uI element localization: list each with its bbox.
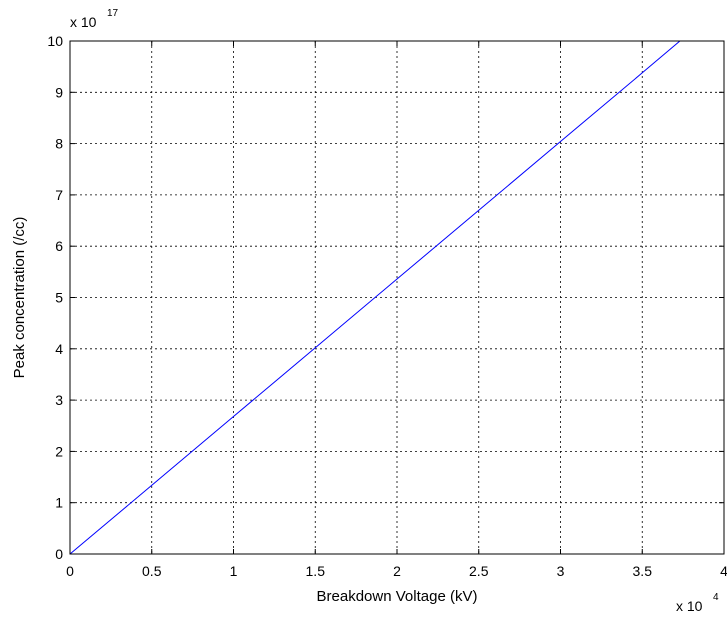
x-tick-label: 3.5 (633, 563, 653, 579)
x-axis-label: Breakdown Voltage (kV) (317, 588, 478, 605)
x-tick-label: 0.5 (142, 563, 162, 579)
x-tick-label: 1 (230, 563, 238, 579)
y-tick-label: 3 (55, 392, 63, 408)
x-tick-label: 4 (720, 563, 727, 579)
ticks: 0 0.5 1 1.5 2 2.5 3 3.5 4 0 1 2 3 4 5 6 7 8 9 10 (47, 33, 727, 579)
y-tick-label: 8 (55, 136, 63, 152)
x-tick-label: 1.5 (306, 563, 326, 579)
y-tick-label: 1 (55, 495, 63, 511)
y-tick-label: 2 (55, 443, 63, 459)
y-axis-multiplier-exponent: 17 (107, 8, 119, 19)
x-axis-multiplier: x 10 (676, 598, 703, 614)
y-tick-label: 4 (55, 341, 63, 357)
y-tick-label: 5 (55, 290, 63, 306)
series-layer (69, 40, 681, 555)
y-tick-label: 10 (47, 33, 63, 49)
x-tick-label: 3 (557, 563, 565, 579)
y-tick-label: 6 (55, 238, 63, 254)
series-line (69, 40, 681, 555)
y-axis-multiplier: x 10 (70, 14, 97, 30)
y-tick-label: 7 (55, 187, 63, 203)
x-tick-label: 2.5 (469, 563, 489, 579)
labels: Breakdown Voltage (kV) Peak concentratio… (11, 8, 719, 614)
y-axis-label: Peak concentration (/cc) (11, 217, 28, 379)
x-axis-multiplier-exponent: 4 (713, 592, 719, 603)
grid (70, 41, 724, 554)
x-tick-label: 0 (66, 563, 74, 579)
x-tick-label: 2 (393, 563, 401, 579)
y-tick-label: 9 (55, 84, 63, 100)
y-tick-label: 0 (55, 546, 63, 562)
